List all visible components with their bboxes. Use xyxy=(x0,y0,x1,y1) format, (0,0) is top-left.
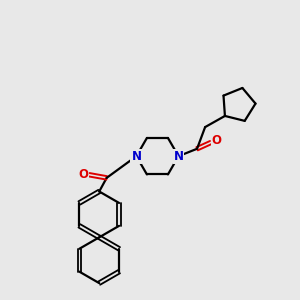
Text: N: N xyxy=(173,150,184,163)
Text: N: N xyxy=(131,150,141,163)
Text: O: O xyxy=(78,168,88,181)
Text: O: O xyxy=(212,134,222,147)
